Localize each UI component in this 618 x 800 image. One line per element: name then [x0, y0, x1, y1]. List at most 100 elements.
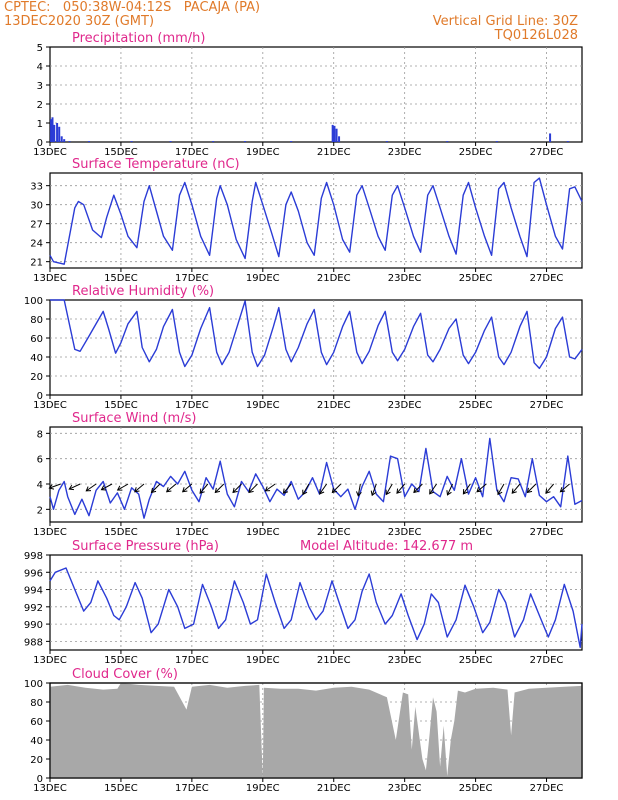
- panel-4-subtitle: Model Altitude: 142.677 m: [300, 539, 473, 554]
- panel-4-ytick-label: 988: [24, 637, 43, 648]
- panel-1-ytick-label: 33: [30, 182, 43, 193]
- wind-arrow-head: [116, 485, 123, 491]
- wind-arrow-head: [331, 487, 338, 494]
- panel-1-series-line: [49, 177, 583, 265]
- panel-0-frame: [49, 46, 583, 143]
- panel-0-xtick-label: 23DEC: [388, 147, 422, 158]
- panel-5-title: Cloud Cover (%): [72, 667, 178, 682]
- panel-0-ytick-label: 1: [37, 119, 43, 130]
- panel-3-xtick-label: 15DEC: [104, 527, 138, 538]
- panel-4-xtick-label: 21DEC: [317, 655, 351, 666]
- precip-bar: [169, 141, 172, 142]
- header-left-line1: CPTEC: 050:38W-04:12S PACAJA (PA): [4, 0, 261, 15]
- wind-arrow-head: [370, 490, 377, 497]
- panel-0-ytick-label: 0: [37, 138, 43, 149]
- wind-arrow-shaft: [101, 483, 113, 491]
- panel-4-ytick-label: 992: [24, 603, 43, 614]
- wind-arrow-shaft: [302, 483, 310, 495]
- wind-arrow-shaft: [85, 483, 97, 492]
- panel-1-ytick-label: 30: [30, 201, 43, 212]
- precip-bar: [58, 126, 61, 142]
- panel-3-ytick-label: 2: [37, 505, 43, 516]
- wind-arrow-shaft: [69, 483, 81, 490]
- wind-arrow-head: [68, 484, 75, 491]
- wind-arrow-head: [134, 487, 140, 493]
- panel-2-xtick-label: 27DEC: [530, 400, 564, 411]
- precip-bar: [50, 119, 53, 142]
- panel-2-xtick-label: 15DEC: [104, 400, 138, 411]
- wind-arrow-shaft: [527, 483, 537, 493]
- wind-arrow-head: [282, 488, 289, 494]
- panel-0-ytick-label: 4: [37, 62, 43, 73]
- panel-4-ytick-label: 990: [24, 620, 43, 631]
- panel-5-xtick-label: 21DEC: [317, 783, 351, 794]
- wind-arrow-shaft: [511, 483, 521, 494]
- wind-arrow-head: [385, 489, 391, 496]
- wind-arrow-shaft: [214, 483, 225, 493]
- precip-bar: [446, 141, 449, 142]
- wind-arrow-head: [248, 487, 254, 494]
- panel-2-ytick-label: 40: [30, 353, 43, 364]
- panel-4-xtick-label: 27DEC: [530, 655, 564, 666]
- panel-3-ytick-label: 8: [37, 429, 43, 440]
- panel-4-xtick-label: 13DEC: [33, 655, 67, 666]
- panel-0-ytick-label: 3: [37, 81, 43, 92]
- panel-3-xtick-label: 25DEC: [459, 527, 493, 538]
- panel-3-frame: [49, 426, 583, 523]
- precip-bar: [63, 139, 66, 142]
- wind-arrow-shaft: [545, 483, 555, 494]
- wind-arrow-shaft: [476, 483, 487, 493]
- precip-bar: [60, 136, 63, 142]
- header-right-line2: TQ0126L028: [494, 28, 578, 43]
- panel-1-xtick-label: 17DEC: [175, 273, 209, 284]
- panel-2-xtick-label: 17DEC: [175, 400, 209, 411]
- panel-1-xtick-label: 25DEC: [459, 273, 493, 284]
- panel-0-xtick-label: 21DEC: [317, 147, 351, 158]
- panel-5-xtick-label: 27DEC: [530, 783, 564, 794]
- panel-0-xtick-label: 27DEC: [530, 147, 564, 158]
- precip-bar: [331, 124, 334, 142]
- wind-arrow-head: [100, 485, 107, 491]
- precip-bar: [212, 141, 215, 142]
- wind-arrow-head: [396, 488, 402, 494]
- panel-1-xtick-label: 15DEC: [104, 273, 138, 284]
- panel-4-xtick-label: 19DEC: [246, 655, 280, 666]
- precip-bar: [51, 117, 54, 142]
- wind-arrow-shaft: [447, 483, 453, 496]
- wind-arrow-shaft: [497, 483, 505, 495]
- wind-arrow-head: [511, 488, 517, 494]
- panel-0-xtick-label: 25DEC: [459, 147, 493, 158]
- wind-arrow-head: [48, 484, 55, 490]
- wind-arrow-shaft: [283, 483, 292, 494]
- precip-bar: [244, 141, 247, 142]
- wind-arrow-shaft: [182, 483, 193, 493]
- panel-2-ytick-label: 100: [24, 296, 43, 307]
- panel-2-xtick-label: 19DEC: [246, 400, 280, 411]
- header-left-line2: 13DEC2020 30Z (GMT): [4, 14, 155, 29]
- wind-arrow-shaft: [429, 483, 437, 495]
- panel-5-xtick-label: 23DEC: [388, 783, 422, 794]
- precip-bar: [338, 136, 341, 142]
- precip-bar: [88, 141, 91, 142]
- panel-4-ytick-label: 998: [24, 551, 43, 562]
- panel-5-xtick-label: 17DEC: [175, 783, 209, 794]
- panel-0-ytick-label: 5: [37, 43, 43, 54]
- panel-1-ytick-label: 27: [30, 220, 43, 231]
- panel-5-xtick-label: 25DEC: [459, 783, 493, 794]
- wind-arrow-shaft: [199, 483, 209, 494]
- panel-2-ytick-label: 80: [30, 315, 43, 326]
- panel-3-title: Surface Wind (m/s): [72, 411, 196, 426]
- precip-bar: [53, 124, 56, 142]
- wind-arrow-head: [199, 488, 205, 494]
- wind-arrow-head: [429, 489, 435, 495]
- panel-5-xtick-label: 13DEC: [33, 783, 67, 794]
- wind-arrow-head: [462, 489, 468, 495]
- wind-arrow-head: [181, 487, 188, 493]
- panel-2-xtick-label: 13DEC: [33, 400, 67, 411]
- wind-arrow-head: [446, 490, 452, 496]
- precip-bar: [566, 141, 569, 142]
- panel-0-xtick-label: 17DEC: [175, 147, 209, 158]
- panel-4-ytick-label: 994: [24, 586, 43, 597]
- panel-3-xtick-label: 21DEC: [317, 527, 351, 538]
